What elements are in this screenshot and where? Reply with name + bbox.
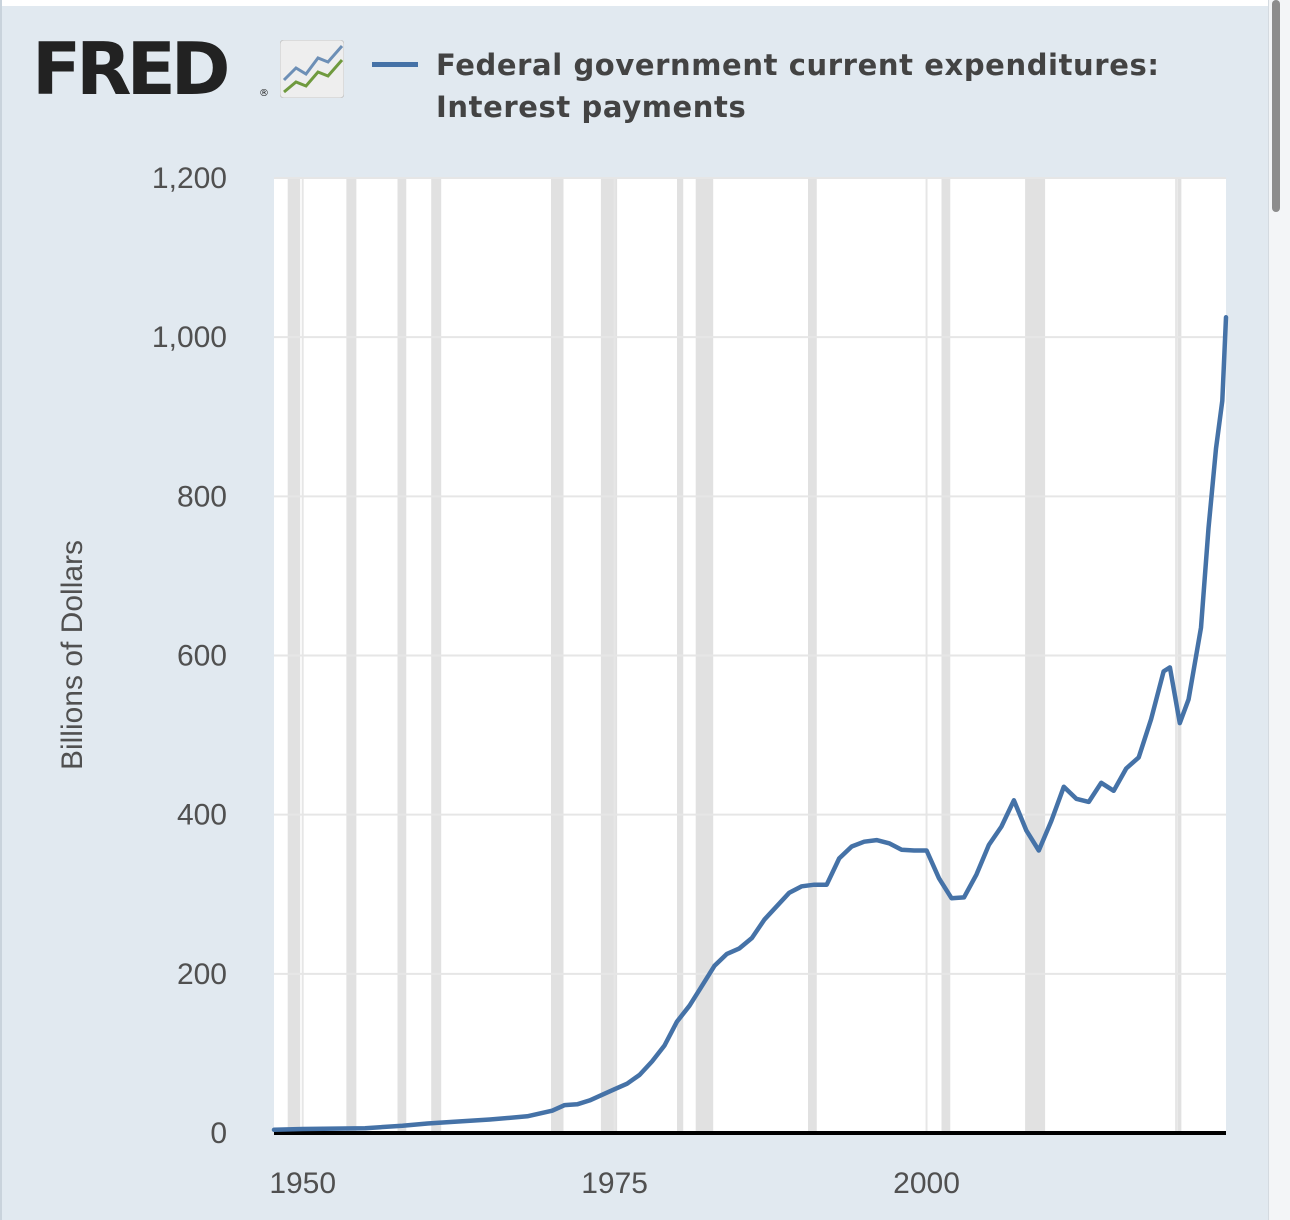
y-tick-label: 400	[177, 799, 227, 832]
y-tick-label: 0	[210, 1117, 227, 1150]
y-tick-label: 200	[177, 958, 227, 991]
fred-logo[interactable]: FRED ®	[32, 27, 352, 111]
series-line	[271, 315, 1229, 1133]
fred-logo-text: FRED	[32, 27, 231, 111]
chart-legend[interactable]: Federal government current expenditures:…	[372, 44, 1252, 134]
y-tick-label: 1,200	[152, 162, 227, 195]
line-chart-icon	[280, 40, 344, 98]
y-tick-label: 800	[177, 480, 227, 513]
scrollbar-thumb[interactable]	[1272, 0, 1280, 212]
registered-mark: ®	[259, 88, 269, 99]
x-tick-label: 1975	[581, 1167, 648, 1200]
vertical-scrollbar[interactable]	[1268, 0, 1290, 1220]
y-axis-title: Billions of Dollars	[56, 540, 89, 770]
window-left-edge	[0, 0, 2, 1220]
y-tick-label: 600	[177, 640, 227, 673]
x-tick-label: 2000	[893, 1167, 960, 1200]
window-top-edge	[0, 0, 1290, 6]
y-tick-label: 1,000	[152, 321, 227, 354]
x-tick-label: 1950	[269, 1167, 336, 1200]
legend-series-label: Federal government current expenditures:…	[436, 48, 1160, 124]
legend-swatch	[372, 62, 418, 67]
